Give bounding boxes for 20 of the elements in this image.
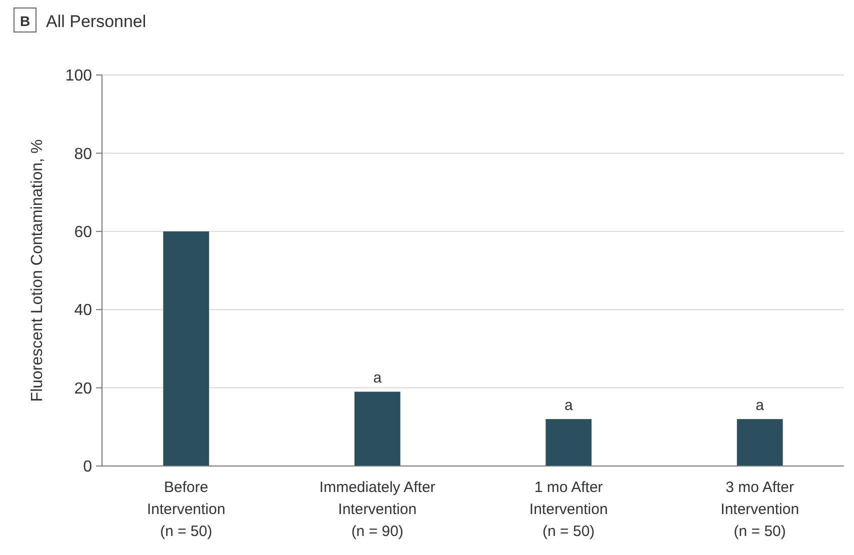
x-tick-label: 1 mo After Intervention (n = 50) — [529, 479, 608, 540]
y-tick-label: 100 — [65, 68, 92, 85]
y-tick-label: 0 — [83, 458, 92, 476]
y-tick-label: 40 — [74, 302, 92, 320]
chart-title: All Personnel — [46, 12, 146, 31]
annotation: a — [756, 397, 765, 414]
x-tick-label: 3 mo After Intervention (n = 50) — [720, 479, 800, 540]
bar — [736, 419, 783, 466]
x-tick-label: Before Intervention (n = 50) — [146, 479, 226, 540]
y-axis-title: Fluorescent Lotion Contamination, % — [29, 139, 46, 402]
bar — [354, 392, 400, 466]
y-tick-label: 20 — [74, 380, 92, 398]
y-tick-label: 60 — [74, 224, 92, 241]
annotation: a — [564, 397, 574, 414]
annotation: a — [373, 370, 382, 387]
bar — [546, 419, 592, 466]
text: B — [20, 13, 30, 29]
y-tick-label: 80 — [74, 146, 92, 163]
bar — [163, 231, 210, 466]
x-tick-label: Immediately After Intervention (n = 90) — [319, 479, 436, 540]
